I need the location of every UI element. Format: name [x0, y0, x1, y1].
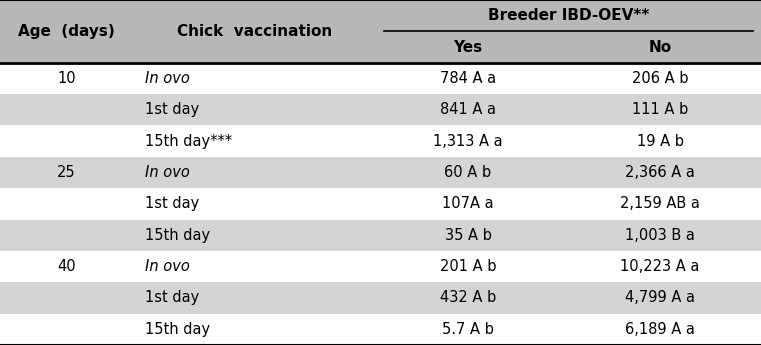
Text: 60 A b: 60 A b — [444, 165, 492, 180]
Bar — [0, 157, 761, 188]
Text: 35 A b: 35 A b — [444, 228, 492, 243]
Text: 10,223 A a: 10,223 A a — [620, 259, 700, 274]
Text: 19 A b: 19 A b — [637, 134, 683, 149]
Text: 1,003 B a: 1,003 B a — [626, 228, 695, 243]
Text: 1st day: 1st day — [145, 290, 199, 305]
Text: 2,159 AB a: 2,159 AB a — [620, 196, 700, 211]
Text: Age  (days): Age (days) — [18, 24, 115, 39]
Text: 2,366 A a: 2,366 A a — [626, 165, 695, 180]
Text: 1,313 A a: 1,313 A a — [433, 134, 503, 149]
Text: In ovo: In ovo — [145, 259, 189, 274]
Text: In ovo: In ovo — [145, 71, 189, 86]
Text: 432 A b: 432 A b — [440, 290, 496, 305]
Text: 201 A b: 201 A b — [440, 259, 496, 274]
Text: 25: 25 — [57, 165, 76, 180]
Text: 841 A a: 841 A a — [440, 102, 496, 117]
Text: 206 A b: 206 A b — [632, 71, 689, 86]
Text: 10: 10 — [57, 71, 76, 86]
Text: In ovo: In ovo — [145, 165, 189, 180]
Text: 15th day: 15th day — [145, 322, 210, 337]
Text: 4,799 A a: 4,799 A a — [626, 290, 695, 305]
Text: Breeder IBD-OEV**: Breeder IBD-OEV** — [488, 8, 650, 23]
Text: 6,189 A a: 6,189 A a — [626, 322, 695, 337]
Bar — [0, 126, 761, 157]
Bar — [0, 282, 761, 314]
Text: 107A a: 107A a — [442, 196, 494, 211]
Bar — [0, 0, 761, 63]
Text: 5.7 A b: 5.7 A b — [442, 322, 494, 337]
Bar — [0, 94, 761, 126]
Bar — [0, 63, 761, 94]
Bar — [0, 219, 761, 251]
Text: Yes: Yes — [454, 40, 482, 55]
Text: No: No — [648, 40, 672, 55]
Text: Chick  vaccination: Chick vaccination — [177, 24, 333, 39]
Text: 111 A b: 111 A b — [632, 102, 688, 117]
Text: 1st day: 1st day — [145, 196, 199, 211]
Text: 15th day: 15th day — [145, 228, 210, 243]
Text: 15th day***: 15th day*** — [145, 134, 232, 149]
Text: 40: 40 — [57, 259, 76, 274]
Bar — [0, 314, 761, 345]
Text: 1st day: 1st day — [145, 102, 199, 117]
Text: 784 A a: 784 A a — [440, 71, 496, 86]
Bar — [0, 251, 761, 282]
Bar — [0, 188, 761, 219]
